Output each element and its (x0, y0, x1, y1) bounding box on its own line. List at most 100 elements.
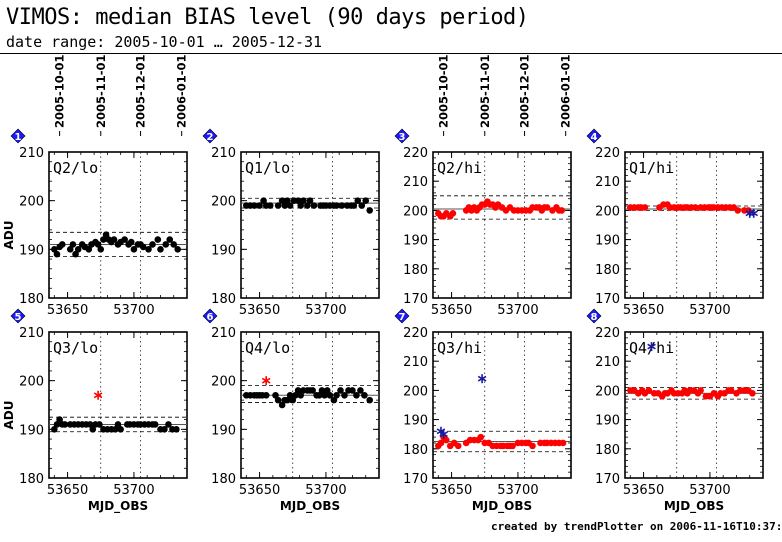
y-tick-label: 200 (595, 204, 620, 219)
data-point (284, 396, 291, 404)
data-point (53, 421, 61, 428)
panel-badge-icon (10, 308, 26, 324)
date-tick-label: 2005-11-01 (478, 54, 492, 128)
outlier-star-stroke (477, 375, 487, 382)
chart-panel-1: 180 190 200 210 53650 53700 2005-10-01 2005-11-… (2, 54, 189, 318)
outlier-star-icon (93, 390, 103, 400)
data-point (333, 202, 340, 209)
date-range-subtitle: date range: 2005-10-01 … 2005-12-31 (6, 33, 323, 51)
plot-frame (624, 331, 764, 479)
panel-label: Q3/lo (53, 339, 98, 357)
data-point (262, 391, 270, 399)
x-tick-label: 53650 (431, 483, 472, 498)
data-point (326, 391, 334, 399)
panel-label: Q1/lo (245, 159, 290, 177)
panel-badge-icon (394, 128, 410, 144)
data-point (127, 238, 135, 246)
data-point (310, 202, 318, 209)
data-point (357, 387, 364, 394)
chart-panel-8: 1701801902002102205365053700Q4/hiMJD_OBS… (586, 308, 764, 514)
data-point (338, 202, 346, 209)
data-point (645, 387, 653, 394)
data-point (449, 210, 457, 217)
data-point (749, 390, 756, 397)
data-point (94, 241, 102, 248)
y-tick-label: 170 (595, 472, 620, 487)
y-tick-label: 220 (595, 146, 620, 161)
data-point (284, 197, 291, 204)
data-point (162, 241, 170, 248)
x-tick-label: 53700 (113, 483, 154, 498)
plot-frame (624, 151, 764, 299)
data-point (165, 421, 172, 428)
data-point (151, 421, 159, 428)
x-tick-label: 53700 (305, 303, 346, 318)
data-point (358, 202, 366, 209)
data-point (96, 421, 103, 428)
data-point (117, 426, 124, 433)
y-tick-label: 210 (403, 355, 428, 370)
outlier-star-icon (477, 374, 487, 384)
y-tick-label: 190 (403, 414, 428, 429)
outlier-star-stroke (261, 377, 271, 384)
data-point (121, 236, 128, 243)
y-tick-label: 190 (595, 234, 620, 249)
data-point (157, 246, 164, 253)
data-point (53, 250, 61, 258)
panel-badge-icon (202, 128, 218, 144)
panel-badge-icon (202, 308, 218, 324)
y-tick-label: 180 (19, 472, 44, 487)
data-point (173, 426, 180, 433)
page-title: VIMOS: median BIAS level (90 days period… (6, 5, 529, 30)
y-tick-label: 190 (595, 414, 620, 429)
date-tick-label: 2006-01-01 (559, 54, 573, 128)
x-tick-label: 53700 (113, 303, 154, 318)
x-tick-label: 53700 (305, 483, 346, 498)
outlier-star-stroke (647, 343, 656, 350)
data-point (266, 202, 274, 209)
date-tick-label: 2005-10-01 (53, 54, 67, 128)
data-point (297, 391, 305, 399)
panel-badge-number: 6 (207, 312, 214, 323)
panel-badge-icon (586, 128, 602, 144)
data-point (543, 204, 551, 211)
date-tick-label: 2006-01-01 (175, 54, 189, 128)
data-point (114, 421, 122, 428)
x-tick-label: 53650 (623, 303, 664, 318)
y-tick-label: 170 (403, 472, 428, 487)
y-tick-label: 200 (19, 375, 44, 390)
y-tick-label: 180 (595, 263, 620, 278)
outlier-star-stroke (439, 431, 448, 438)
data-point (256, 202, 263, 209)
y-tick-label: 210 (595, 355, 620, 370)
outlier-star-stroke (93, 392, 103, 399)
plot-frame (240, 331, 380, 479)
x-axis-title: MJD_OBS (280, 499, 340, 514)
y-tick-label: 170 (595, 292, 620, 307)
data-point (292, 391, 299, 399)
y-tick-label: 200 (595, 384, 620, 399)
x-tick-label: 53650 (623, 483, 664, 498)
data-point (734, 207, 742, 214)
header-divider (0, 53, 782, 54)
data-point (337, 387, 344, 394)
y-axis-title: ADU (2, 401, 16, 430)
x-axis-title: MJD_OBS (472, 499, 532, 514)
x-tick-label: 53700 (689, 303, 730, 318)
data-point (349, 387, 356, 394)
data-point (274, 396, 282, 404)
chart-panel-5: 180 190 200 210 53650 53700 Q3/lo ADU MJD_OBS 5 (2, 308, 188, 514)
y-tick-label: 210 (595, 175, 620, 190)
data-point (166, 236, 174, 243)
data-point (300, 197, 307, 204)
data-point (306, 197, 314, 204)
y-tick-label: 180 (19, 292, 44, 307)
y-tick-label: 190 (403, 234, 428, 249)
x-tick-label: 53650 (47, 303, 88, 318)
data-point (272, 391, 279, 399)
data-point (100, 236, 107, 243)
data-point (559, 439, 567, 447)
data-point (130, 246, 138, 253)
date-tick-label: 2005-12-01 (518, 54, 532, 128)
y-tick-label: 200 (211, 195, 236, 210)
